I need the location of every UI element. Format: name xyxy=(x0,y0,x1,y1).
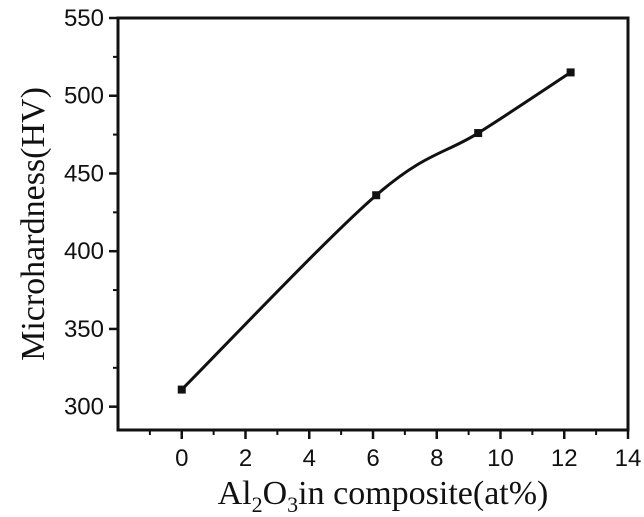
data-point-marker xyxy=(566,68,575,77)
x-tick-label: 14 xyxy=(615,445,642,472)
x-axis-title-subscript: 2 xyxy=(252,492,263,517)
y-tick-label: 400 xyxy=(64,238,104,265)
x-tick-label: 4 xyxy=(303,445,316,472)
x-axis-ticks: 0 2 4 6 8 10 12 14 xyxy=(148,430,642,472)
data-point-marker xyxy=(474,129,483,138)
y-tick-label: 300 xyxy=(64,394,104,421)
x-axis-title-subscript: 3 xyxy=(287,492,298,517)
y-tick-label: 450 xyxy=(64,160,104,187)
plot-frame xyxy=(116,16,630,432)
series-group xyxy=(177,68,575,394)
y-axis-ticks: 300 350 400 450 500 550 xyxy=(64,5,118,421)
x-tick-label: 10 xyxy=(487,445,514,472)
y-tick-label: 350 xyxy=(64,316,104,343)
x-tick-label: 0 xyxy=(175,445,188,472)
y-tick-label: 550 xyxy=(64,5,104,32)
data-point-marker xyxy=(372,191,381,200)
y-axis-title: Microhardness(HV) xyxy=(15,87,52,361)
x-tick-label: 6 xyxy=(366,445,379,472)
x-axis-title: Al2O3in composite(at%) xyxy=(218,475,549,517)
x-axis-title-part: Al xyxy=(218,475,252,512)
x-axis-title-part: in composite(at%) xyxy=(298,475,548,512)
series-line xyxy=(180,71,572,391)
x-tick-label: 12 xyxy=(551,445,578,472)
x-tick-label: 8 xyxy=(430,445,443,472)
data-point-marker xyxy=(177,385,186,394)
x-tick-label: 2 xyxy=(239,445,252,472)
x-axis-title-part: O xyxy=(263,475,288,512)
y-tick-label: 500 xyxy=(64,83,104,110)
